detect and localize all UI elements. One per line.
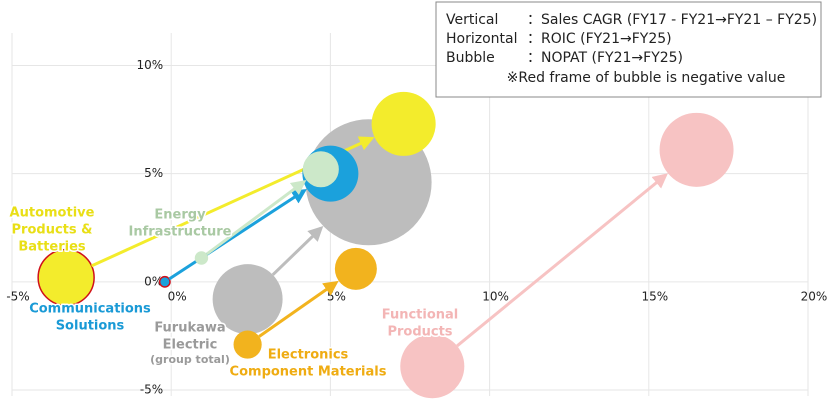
bubble bbox=[371, 91, 436, 156]
x-tick-label: 5% bbox=[327, 289, 346, 303]
bubble bbox=[194, 251, 209, 265]
legend-key: Horizontal bbox=[446, 31, 517, 47]
arrow bbox=[258, 280, 339, 338]
series-label: Products bbox=[387, 325, 452, 340]
legend-desc: ：NOPAT (FY21→FY25) bbox=[527, 50, 683, 66]
arrow bbox=[271, 226, 324, 276]
x-tick-label: 0% bbox=[168, 289, 187, 303]
series-note: (group total) bbox=[150, 353, 230, 366]
legend-box bbox=[435, 1, 822, 98]
legend-desc: ：Sales CAGR (FY17 - FY21→FY21 – FY25) bbox=[527, 12, 817, 28]
series-label: Functional bbox=[382, 308, 459, 323]
series-label: Automotive bbox=[10, 206, 95, 221]
y-tick-label: 0% bbox=[144, 274, 163, 288]
legend-key: Bubble bbox=[446, 50, 495, 66]
bubble bbox=[233, 330, 262, 359]
bubble bbox=[659, 112, 734, 187]
legend-note: ※Red frame of bubble is negative value bbox=[507, 70, 786, 86]
arrow bbox=[205, 180, 307, 256]
series-label: Products & bbox=[12, 223, 93, 238]
x-tick-label: 10% bbox=[482, 289, 509, 303]
series-label: Communications bbox=[29, 302, 151, 317]
legend-desc: ：ROIC (FY21→FY25) bbox=[527, 31, 672, 47]
bubble bbox=[158, 275, 171, 288]
y-tick-label: 10% bbox=[137, 58, 164, 72]
arrow bbox=[168, 188, 307, 281]
series-label: Electronics bbox=[268, 348, 349, 363]
series-label: Component Materials bbox=[230, 365, 387, 380]
bubble bbox=[212, 264, 283, 335]
series-label: Furukawa bbox=[154, 321, 225, 336]
bubble bbox=[37, 248, 95, 307]
bubble bbox=[400, 334, 465, 399]
bubble bbox=[334, 247, 377, 290]
legend-key: Vertical bbox=[446, 12, 498, 28]
series-label: Infrastructure bbox=[129, 225, 232, 240]
bubble bbox=[302, 151, 339, 188]
arrow bbox=[456, 173, 668, 348]
x-tick-label: 20% bbox=[801, 289, 827, 303]
legend: Vertical ：Sales CAGR (FY17 - FY21→FY21 – … bbox=[435, 1, 822, 98]
y-tick-label: -5% bbox=[140, 383, 163, 397]
x-tick-label: -5% bbox=[6, 289, 29, 303]
y-tick-label: 5% bbox=[144, 166, 163, 180]
series-label: Electric bbox=[163, 338, 218, 353]
series-label: Batteries bbox=[18, 240, 86, 255]
x-tick-label: 15% bbox=[641, 289, 668, 303]
series-label: Solutions bbox=[56, 319, 125, 334]
series-label: Energy bbox=[154, 208, 206, 223]
